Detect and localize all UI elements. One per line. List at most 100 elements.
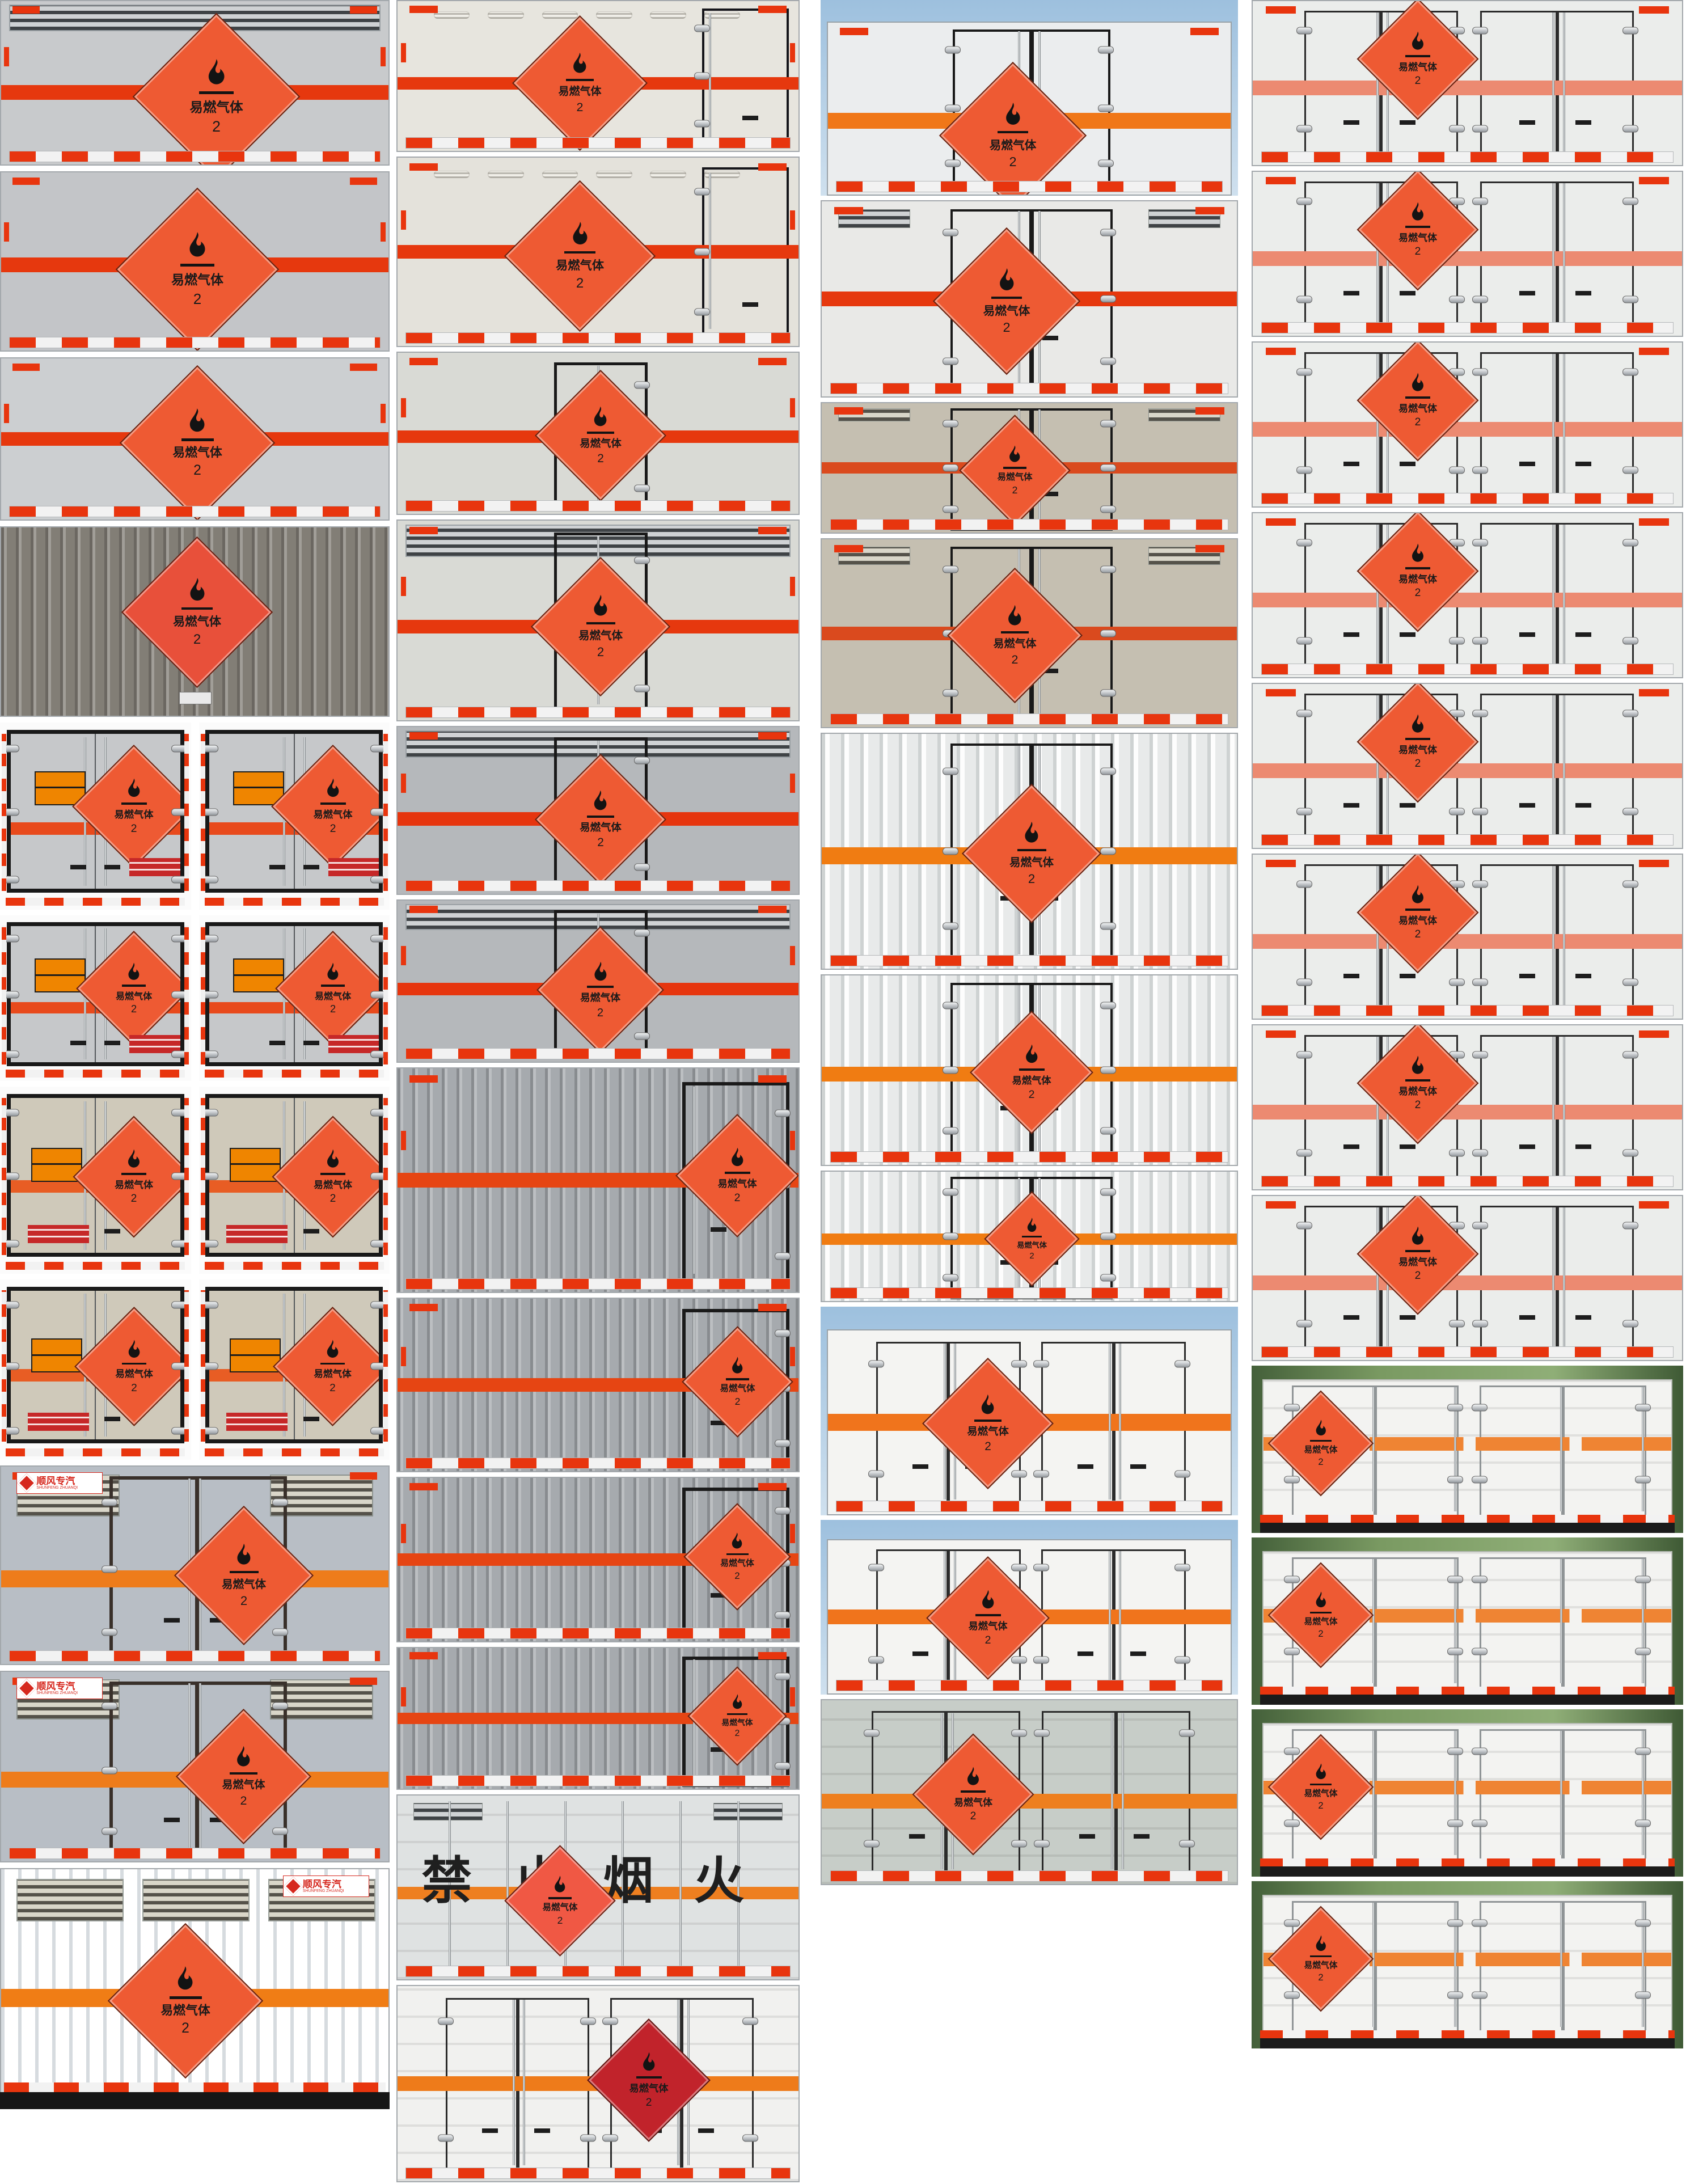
truck-photo[interactable]: 易燃气体 2: [821, 402, 1238, 534]
truck-photo[interactable]: 易燃气体 2: [0, 1087, 191, 1274]
truck-photo[interactable]: 易燃气体 2: [198, 1279, 390, 1460]
truck-photo[interactable]: 易燃气体 2: [1252, 854, 1683, 1020]
brand-text-wrap: 顺风专汽 SHUNFENG ZHUANQI: [36, 1682, 78, 1695]
truck-photo[interactable]: 易燃气体 2: [1252, 683, 1683, 849]
placard-label: 易燃气体: [172, 445, 222, 460]
hinge: [102, 1767, 118, 1775]
reflective-strip: [6, 1070, 185, 1078]
un-orange-plate: [31, 1338, 82, 1372]
placard-divider: [1405, 54, 1431, 57]
placard-divider: [1021, 1235, 1042, 1237]
placard-label: 易燃气体: [953, 1797, 992, 1808]
flame-icon: [1316, 1763, 1326, 1779]
truck-photo[interactable]: 易燃气体 2: [821, 974, 1238, 1166]
hazard-placard: 易燃气体 2: [1267, 1390, 1374, 1497]
vent-slot: [595, 11, 632, 19]
vent-slot: [433, 11, 470, 19]
truck-photo[interactable]: 易燃气体 2 易燃气体 2: [0, 915, 390, 1081]
truck-photo[interactable]: 易燃气体 2: [1252, 341, 1683, 508]
truck-photo[interactable]: 易燃气体 2: [1252, 0, 1683, 166]
lock-rod: [513, 2000, 515, 2166]
reflective-strip: [1260, 1515, 1675, 1523]
placard-divider: [566, 78, 594, 81]
reflective-edge: [2, 733, 7, 891]
placard-content: 易燃气体 2: [999, 1206, 1064, 1271]
truck-photo[interactable]: 易燃气体 2: [396, 1067, 800, 1293]
truck-photo[interactable]: 易燃气体 2: [0, 526, 390, 717]
truck-photo[interactable]: 易燃气体 2: [821, 733, 1238, 970]
truck-photo[interactable]: 易燃气体 2: [0, 1279, 191, 1460]
hazard-placard: 易燃气体 2: [272, 1116, 379, 1238]
truck-photo[interactable]: 易燃气体 2: [821, 1520, 1238, 1695]
reflector-mark: [790, 1347, 796, 1367]
truck-photo[interactable]: 易燃气体 2: [1252, 171, 1683, 337]
placard-class-number: 2: [1414, 757, 1421, 770]
door-panel: [1374, 1385, 1459, 1516]
truck-photo[interactable]: 易燃气体 2: [0, 0, 390, 166]
truck-photo[interactable]: 易燃气体 2: [1252, 1024, 1683, 1190]
truck-photo[interactable]: 易燃气体 2: [396, 1985, 800, 2182]
brand-name: 顺风专汽: [36, 1476, 75, 1487]
hinge: [1472, 1747, 1488, 1755]
truck-photo[interactable]: 易燃气体 2: [198, 723, 390, 910]
truck-photo[interactable]: 禁止烟火 易燃气体 2: [396, 1794, 800, 1980]
door-handle: [303, 1041, 319, 1046]
truck-photo[interactable]: 易燃气体 2: [396, 352, 800, 515]
hazard-placard: 易燃气体 2: [983, 1190, 1080, 1287]
truck-photo[interactable]: 易燃气体 2: [0, 723, 191, 910]
truck-photo[interactable]: 易燃气体 2: [821, 538, 1238, 728]
truck-photo[interactable]: 易燃气体 2 易燃气体 2: [0, 723, 390, 910]
truck-photo[interactable]: 易燃气体 2: [1252, 1366, 1683, 1533]
truck-photo[interactable]: 易燃气体 2: [396, 1647, 800, 1790]
flame-icon: [1412, 373, 1424, 391]
truck-photo[interactable]: 易燃气体 2: [396, 157, 800, 347]
cargo-box: 易燃气体 2: [396, 1477, 800, 1642]
truck-photo[interactable]: 易燃气体 2: [198, 1087, 390, 1274]
truck-photo[interactable]: 易燃气体 2: [821, 200, 1238, 398]
truck-photo[interactable]: 易燃气体 2: [0, 357, 390, 521]
hinge: [694, 308, 711, 316]
truck-photo[interactable]: 易燃气体 2: [1252, 1537, 1683, 1705]
hinge: [1447, 1747, 1463, 1755]
truck-photo[interactable]: 易燃气体 2: [0, 171, 390, 352]
truck-photo[interactable]: 易燃气体 2: [821, 1171, 1238, 1302]
lock-rod: [709, 13, 712, 138]
truck-photo[interactable]: 易燃气体 2: [396, 1298, 800, 1472]
hazard-placard: 易燃气体 2: [912, 1733, 1034, 1856]
plate-divider: [32, 1163, 81, 1165]
flame-icon: [1316, 1591, 1326, 1607]
hazard-placard: 易燃气体 2: [119, 365, 275, 519]
hinge: [1011, 1729, 1027, 1737]
truck-photo[interactable]: 易燃气体 2: [396, 1477, 800, 1642]
reflective-strip: [836, 1680, 1223, 1691]
reflector-mark: [400, 43, 406, 62]
reflector-mark: [400, 1131, 406, 1151]
truck-photo[interactable]: 易燃气体 2 易燃气体 2: [0, 1279, 390, 1460]
truck-photo[interactable]: 易燃气体 2: [1252, 1195, 1683, 1361]
truck-photo[interactable]: 易燃气体 2: [1252, 1709, 1683, 1877]
placard-class-number: 2: [645, 2096, 652, 2109]
truck-photo[interactable]: 易燃气体 2: [198, 915, 390, 1081]
truck-photo[interactable]: 易燃气体 2 顺风专汽 SHUNFENG ZHUANQI: [0, 1671, 390, 1862]
cargo-box: 易燃气体 2: [396, 1985, 800, 2182]
truck-photo[interactable]: 易燃气体 2 顺风专汽 SHUNFENG ZHUANQI: [0, 1868, 390, 2109]
reflective-edge: [184, 925, 189, 1064]
truck-photo[interactable]: 易燃气体 2: [1252, 1881, 1683, 2048]
truck-photo[interactable]: 易燃气体 2: [821, 1307, 1238, 1515]
truck-photo[interactable]: 易燃气体 2: [0, 915, 191, 1081]
photo-column: 易燃气体 2 易燃气体 2 易燃气体 2 易燃气体 2 易燃气体 2 易燃气体 2 易燃气体 2 易燃气体 2…: [396, 0, 800, 2184]
vent-slot: [595, 171, 632, 179]
truck-photo[interactable]: 易燃气体 2 顺风专汽 SHUNFENG ZHUANQI: [0, 1465, 390, 1665]
truck-photo[interactable]: 易燃气体 2: [396, 726, 800, 895]
cargo-box: 易燃气体 2: [827, 1329, 1232, 1515]
truck-photo[interactable]: 易燃气体 2: [821, 0, 1238, 196]
hinge: [1634, 1819, 1651, 1827]
placard-class-number: 2: [597, 452, 604, 466]
truck-photo[interactable]: 易燃气体 2: [396, 0, 800, 152]
truck-photo[interactable]: 易燃气体 2: [396, 899, 800, 1063]
truck-photo[interactable]: 易燃气体 2: [821, 1699, 1238, 1885]
hinge: [1622, 295, 1639, 303]
truck-photo[interactable]: 易燃气体 2: [396, 519, 800, 721]
truck-photo[interactable]: 易燃气体 2: [1252, 512, 1683, 678]
truck-photo[interactable]: 易燃气体 2 易燃气体 2: [0, 1087, 390, 1274]
